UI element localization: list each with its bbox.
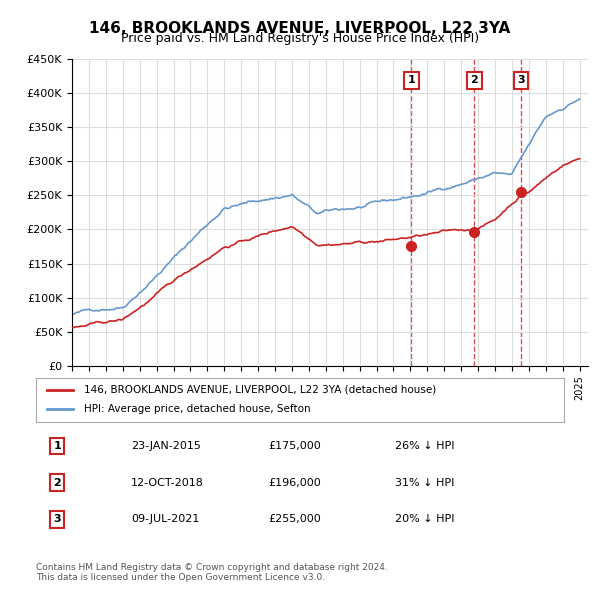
Text: 09-JUL-2021: 09-JUL-2021 xyxy=(131,514,199,524)
Text: 31% ↓ HPI: 31% ↓ HPI xyxy=(395,478,454,487)
Text: 26% ↓ HPI: 26% ↓ HPI xyxy=(395,441,455,451)
Text: Price paid vs. HM Land Registry's House Price Index (HPI): Price paid vs. HM Land Registry's House … xyxy=(121,32,479,45)
Text: 23-JAN-2015: 23-JAN-2015 xyxy=(131,441,201,451)
Text: 146, BROOKLANDS AVENUE, LIVERPOOL, L22 3YA (detached house): 146, BROOKLANDS AVENUE, LIVERPOOL, L22 3… xyxy=(83,385,436,395)
Text: £175,000: £175,000 xyxy=(268,441,321,451)
Text: 3: 3 xyxy=(53,514,61,524)
Text: 2: 2 xyxy=(53,478,61,487)
Text: £255,000: £255,000 xyxy=(268,514,321,524)
Text: 146, BROOKLANDS AVENUE, LIVERPOOL, L22 3YA: 146, BROOKLANDS AVENUE, LIVERPOOL, L22 3… xyxy=(89,21,511,35)
Text: HPI: Average price, detached house, Sefton: HPI: Average price, detached house, Seft… xyxy=(83,405,310,414)
Text: Contains HM Land Registry data © Crown copyright and database right 2024.
This d: Contains HM Land Registry data © Crown c… xyxy=(36,563,388,582)
Text: £196,000: £196,000 xyxy=(268,478,321,487)
Text: 3: 3 xyxy=(517,76,524,86)
Text: 20% ↓ HPI: 20% ↓ HPI xyxy=(395,514,455,524)
Text: 12-OCT-2018: 12-OCT-2018 xyxy=(131,478,204,487)
Text: 1: 1 xyxy=(407,76,415,86)
Text: 1: 1 xyxy=(53,441,61,451)
Text: 2: 2 xyxy=(470,76,478,86)
